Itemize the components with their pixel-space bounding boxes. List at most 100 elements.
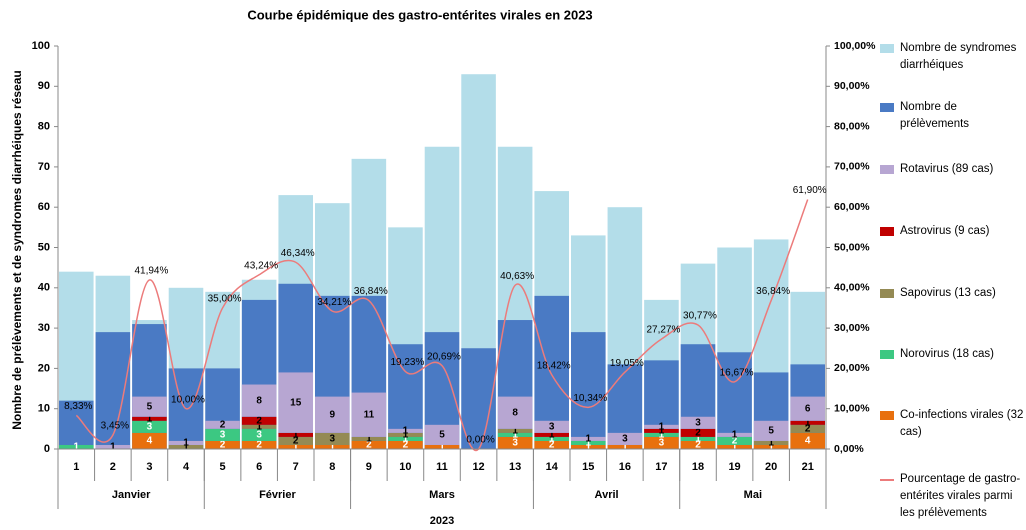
legend-label: Sapovirus (13 cas) (900, 287, 996, 299)
line-label: 16,67% (720, 367, 754, 378)
stack-segment (717, 436, 752, 445)
data-label: 1 (147, 413, 153, 424)
stack-segment (351, 392, 387, 437)
stack-segment (241, 424, 277, 429)
line-label: 27,27% (646, 325, 680, 336)
data-label: 5 (147, 401, 153, 412)
data-label: 2 (732, 436, 738, 447)
legend-item: Nombre de syndromes diarrhéiques (880, 40, 1026, 74)
stack-segment (680, 436, 716, 441)
stack-segment (388, 440, 423, 449)
stack-segment (607, 432, 643, 445)
data-label: 3 (512, 438, 518, 449)
stack-segment (497, 396, 533, 429)
data-label: 15 (290, 397, 302, 408)
line-label: 19,05% (610, 358, 644, 369)
legend-item: Rotavirus (89 cas) (880, 161, 1026, 178)
x-tick-label: 14 (546, 461, 559, 473)
line (75, 199, 809, 452)
legend-swatch (880, 411, 894, 420)
data-label: 1 (293, 430, 299, 441)
line-label: 8,33% (64, 401, 92, 412)
legend-label: Rotavirus (89 cas) (900, 163, 994, 175)
stack-segment (571, 444, 606, 449)
legend-label: Astrovirus (9 cas) (900, 225, 990, 237)
y-tick-label: 10 (38, 403, 50, 415)
stack-segment (241, 416, 277, 425)
group-label: Mars (429, 489, 455, 501)
x-tick-label: 13 (509, 461, 521, 473)
stack-segment (278, 436, 313, 445)
data-label: 4 (805, 436, 811, 447)
legend-item: Astrovirus (9 cas) (880, 223, 1026, 240)
legend-swatch (880, 227, 894, 236)
x-tick-label: 10 (399, 461, 411, 473)
stack-segment (132, 420, 167, 433)
data-label: 1 (293, 442, 299, 453)
stack-segment (241, 384, 277, 417)
line-label: 35,00% (208, 294, 242, 305)
data-label: 9 (330, 409, 336, 420)
data-label: 1 (659, 426, 665, 437)
stack-segment (607, 444, 643, 449)
stack-segment (571, 436, 606, 441)
x-tick-label: 11 (436, 461, 448, 473)
stack-segment (790, 424, 825, 433)
x-tick-label: 5 (220, 461, 226, 473)
stack-segment (132, 396, 167, 417)
stack-segment (497, 432, 533, 437)
data-label: 4 (147, 436, 153, 447)
y-tick-label: 0 (44, 443, 50, 455)
stack-segment (388, 432, 423, 437)
stack-segment (790, 432, 825, 449)
data-label: 8 (512, 407, 518, 418)
data-label: 2 (256, 415, 262, 426)
data-label: 2 (220, 419, 226, 430)
x-tick-label: 6 (256, 461, 262, 473)
data-label: 2 (220, 440, 226, 451)
legend-item: Pourcentage de gastro-entérites virales … (880, 471, 1026, 522)
stack-segment (717, 432, 752, 437)
stack-segment (168, 444, 204, 449)
data-label: 1 (659, 430, 665, 441)
stack-segment (680, 428, 716, 437)
stack-segment (753, 420, 789, 441)
data-label: 3 (256, 430, 262, 441)
data-label: 1 (732, 430, 738, 441)
data-label: 2 (366, 440, 372, 451)
legend-item: Co-infections virales (32 cas) (880, 407, 1026, 441)
data-label: 3 (659, 438, 665, 449)
group-label: Avril (595, 489, 619, 501)
data-label: 3 (330, 434, 336, 445)
stack-segment (241, 440, 277, 449)
data-label: 2 (805, 423, 811, 434)
y-tick-label: 30 (38, 322, 50, 334)
data-label: 8 (256, 395, 262, 406)
y2-tick-label: 40,00% (834, 282, 870, 294)
stack-segment (534, 432, 569, 437)
stack-segment (205, 420, 240, 429)
stack-segment (205, 440, 240, 449)
data-label: 2 (256, 440, 262, 451)
data-label: 1 (695, 434, 701, 445)
x-tick-label: 1 (73, 461, 79, 473)
x-tick-label: 2 (110, 461, 116, 473)
stack-segment (315, 396, 350, 433)
legend-label: Nombre de syndromes diarrhéiques (900, 42, 1017, 71)
x-tick-label: 3 (146, 461, 152, 473)
y2-tick-label: 50,00% (834, 241, 870, 253)
x-tick-label: 8 (329, 461, 335, 473)
line-label: 43,24% (244, 260, 278, 271)
y2-tick-label: 80,00% (834, 120, 870, 132)
stack-segment (132, 432, 167, 449)
legend-label: Nombre de prélèvements (900, 101, 970, 130)
data-label: 2 (695, 428, 701, 439)
x-tick-label: 20 (765, 461, 777, 473)
line-label: 34,21% (317, 297, 351, 308)
data-label: 1 (330, 442, 336, 453)
data-label: 1 (439, 442, 445, 453)
data-label: 1 (549, 430, 555, 441)
y2-tick-label: 30,00% (834, 322, 870, 334)
stack-segment (644, 432, 679, 437)
